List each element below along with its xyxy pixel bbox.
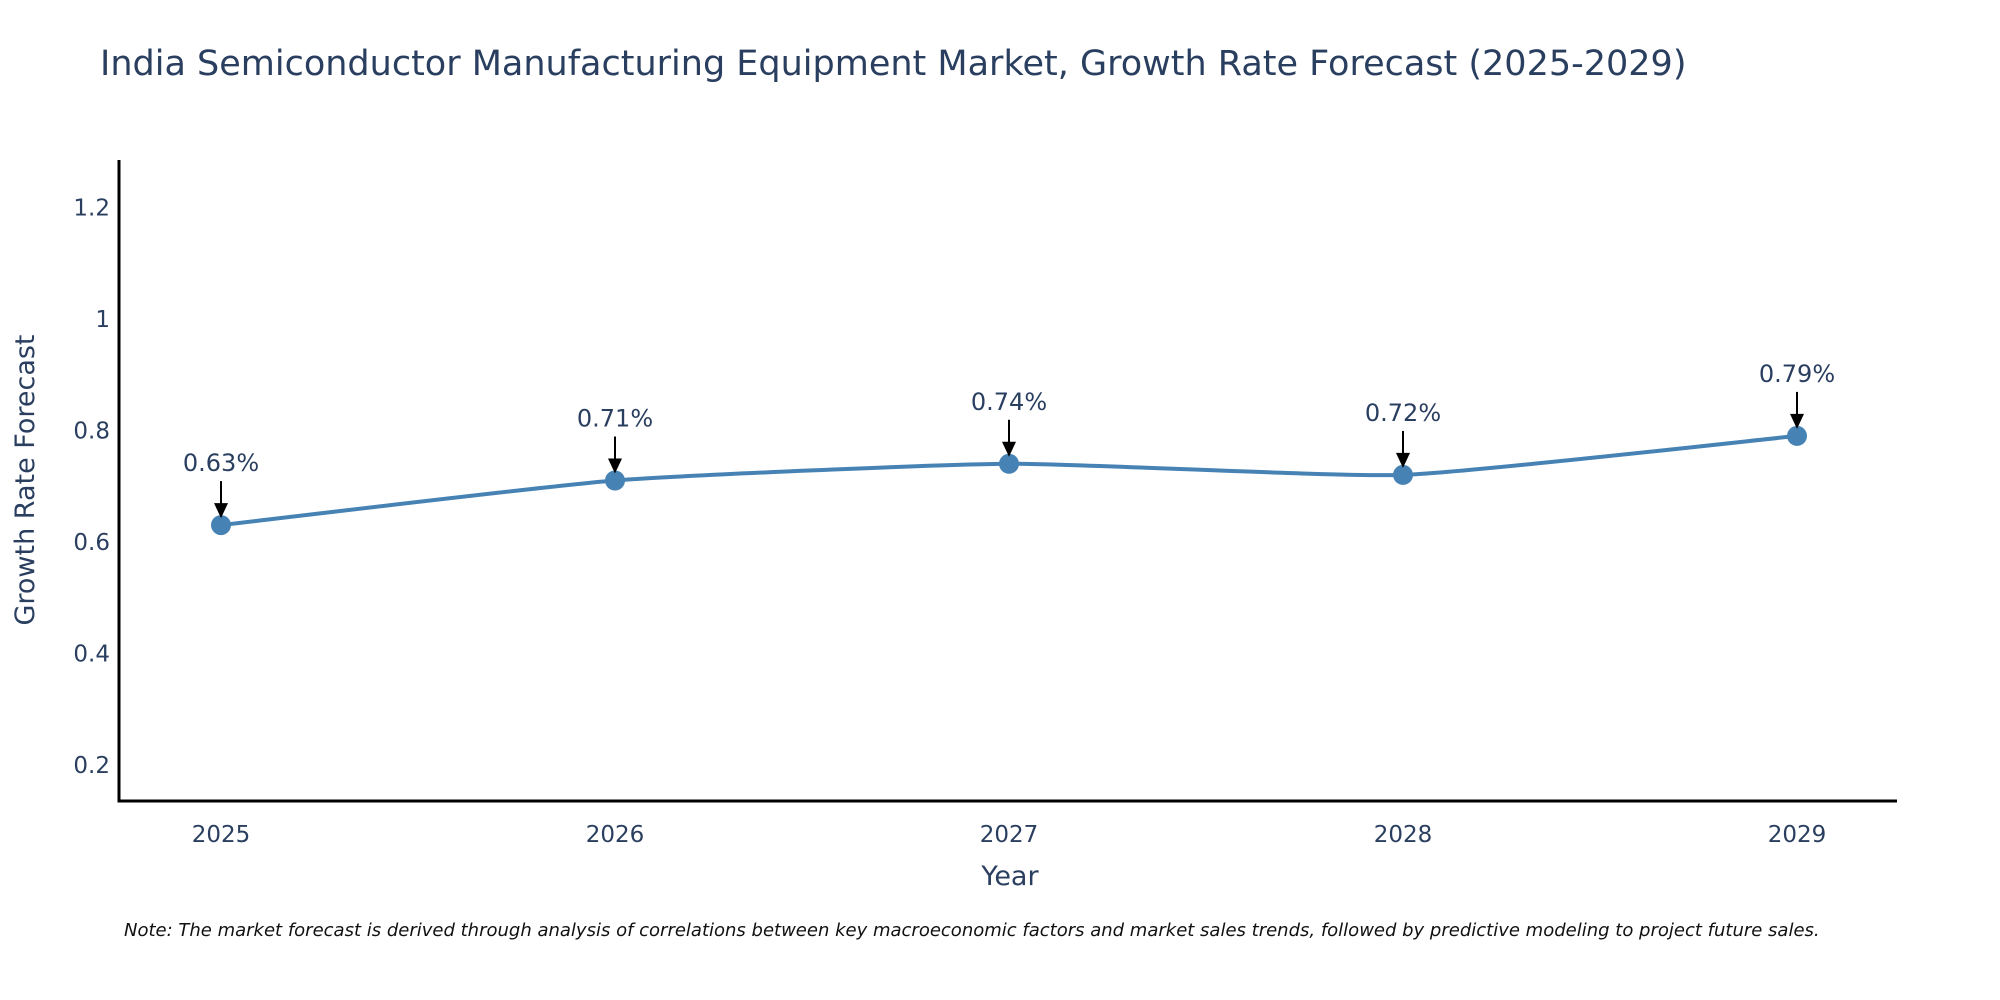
y-tick-label: 1.2 — [73, 195, 110, 221]
data-point — [999, 453, 1019, 474]
data-label: 0.71% — [577, 405, 653, 433]
data-label: 0.63% — [183, 449, 259, 477]
x-tick-label: 2025 — [192, 822, 251, 848]
x-tick-label: 2029 — [1768, 822, 1827, 848]
data-point — [211, 515, 231, 536]
data-annotations: 0.63% 0.71% 0.74% 0.72% 0.79% — [183, 360, 1835, 519]
x-tick-label: 2026 — [586, 822, 645, 848]
data-label: 0.74% — [971, 388, 1047, 416]
annotation-arrow-head — [214, 503, 228, 519]
annotation-arrow-head — [608, 458, 622, 474]
annotation-arrow-head — [1396, 452, 1410, 468]
data-point — [1393, 464, 1413, 485]
y-axis-ticks: 0.2 0.4 0.6 0.8 1 1.2 — [73, 195, 110, 778]
data-point — [605, 470, 625, 491]
x-axis-title: Year — [980, 861, 1039, 892]
x-tick-label: 2028 — [1374, 822, 1433, 848]
data-label: 0.79% — [1759, 360, 1835, 388]
annotation-arrow-head — [1790, 413, 1804, 429]
data-point — [1787, 425, 1807, 446]
data-label: 0.72% — [1365, 399, 1441, 427]
footnote: Note: The market forecast is derived thr… — [124, 920, 1820, 941]
annotation-arrow-head — [1002, 441, 1016, 457]
y-tick-label: 0.4 — [73, 641, 110, 667]
chart-title: India Semiconductor Manufacturing Equipm… — [100, 44, 1687, 84]
x-tick-label: 2027 — [980, 822, 1039, 848]
data-markers — [211, 425, 1807, 536]
x-axis-ticks: 2025 2026 2027 2028 2029 — [192, 822, 1827, 848]
y-tick-label: 0.6 — [73, 530, 110, 556]
y-tick-label: 1 — [95, 307, 110, 333]
y-tick-label: 0.8 — [73, 418, 110, 444]
y-tick-label: 0.2 — [73, 753, 110, 779]
y-axis-title: Growth Rate Forecast — [10, 334, 41, 625]
